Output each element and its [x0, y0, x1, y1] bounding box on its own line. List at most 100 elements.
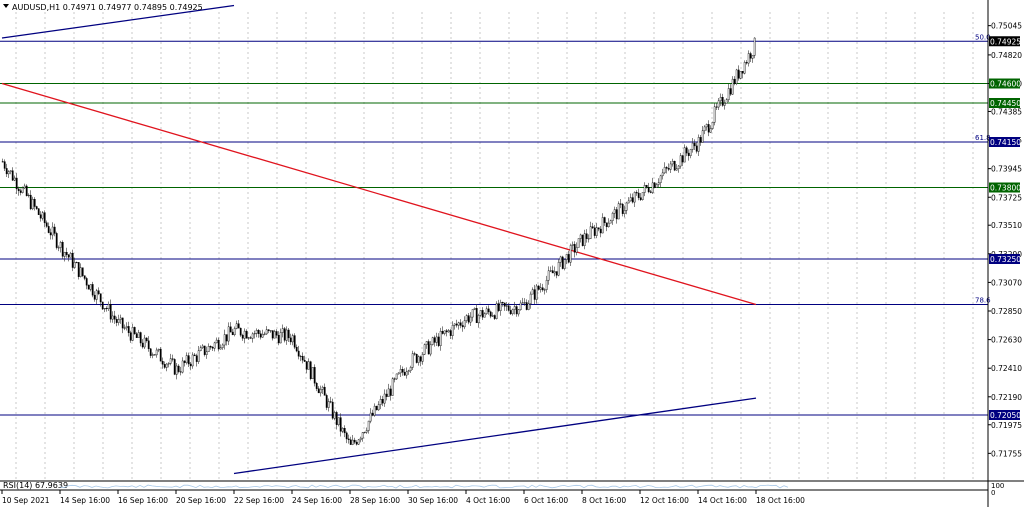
- candle-body: [405, 371, 408, 376]
- candle-body: [287, 329, 290, 339]
- candle-body: [71, 253, 74, 268]
- candle-body: [99, 293, 102, 303]
- candle-body: [415, 353, 418, 363]
- candle-body: [497, 303, 500, 311]
- candle-body: [573, 244, 576, 253]
- candle-body: [129, 332, 132, 341]
- candle-body: [283, 328, 286, 341]
- price-tag-label: 0.73800: [990, 184, 1021, 193]
- rsi-scale-bottom: 0: [991, 489, 995, 497]
- candle-body: [403, 371, 406, 376]
- candle-body: [53, 226, 56, 234]
- candle-body: [751, 55, 754, 59]
- candle-body: [249, 337, 252, 339]
- price-tag-label: 0.73250: [990, 255, 1021, 264]
- candle-body: [169, 358, 172, 364]
- candle-body: [379, 399, 382, 405]
- candle-body: [291, 335, 294, 343]
- candle-body: [289, 337, 292, 343]
- candle-body: [35, 206, 38, 209]
- x-tick-label: 24 Sep 16:00: [292, 496, 342, 505]
- candle-body: [741, 71, 744, 74]
- candle-body: [541, 287, 544, 291]
- candle-body: [133, 327, 136, 334]
- candle-body: [527, 303, 530, 310]
- candle-body: [87, 284, 90, 290]
- rsi-panel[interactable]: RSI(14) 67.9639 100 0: [3, 481, 1004, 497]
- candle-body: [671, 160, 674, 165]
- candle-body: [79, 267, 82, 277]
- candle-body: [77, 262, 80, 277]
- candle-body: [509, 310, 512, 315]
- candle-body: [3, 161, 6, 169]
- candle-body: [5, 168, 8, 175]
- candle-body: [193, 354, 196, 356]
- candle-body: [389, 388, 392, 396]
- candle-body: [23, 185, 26, 189]
- candle-body: [559, 256, 562, 263]
- candle-body: [361, 432, 364, 439]
- candle-body: [123, 327, 126, 329]
- candle-body: [447, 330, 450, 333]
- candle-body: [253, 333, 256, 335]
- candle-body: [61, 242, 64, 257]
- candle-body: [51, 226, 54, 236]
- candle-body: [195, 355, 198, 362]
- price-tag-label: 0.72050: [990, 411, 1021, 420]
- candle-body: [501, 302, 504, 304]
- candle-body: [521, 302, 524, 304]
- candle-body: [125, 326, 128, 329]
- candle-body: [269, 330, 272, 332]
- collapse-arrow-icon[interactable]: [3, 4, 9, 8]
- grid: [15, 12, 974, 480]
- x-tick-label: 18 Oct 16:00: [756, 496, 805, 505]
- candle-body: [443, 330, 446, 334]
- candle-body: [119, 317, 122, 320]
- y-tick-label: 0.72850: [991, 307, 1022, 316]
- candle-body: [665, 167, 668, 169]
- candle-body: [103, 308, 106, 310]
- candle-body: [369, 412, 372, 422]
- candle-body: [399, 369, 402, 374]
- candle-body: [255, 330, 258, 334]
- candle-body: [279, 332, 282, 344]
- candle-body: [147, 340, 150, 350]
- candle-body: [589, 226, 592, 239]
- candle-body: [483, 313, 486, 318]
- candle-body: [487, 308, 490, 313]
- candle-body: [33, 199, 36, 207]
- candle-body: [719, 97, 722, 102]
- trendline: [1, 4, 235, 39]
- candle-body: [645, 185, 648, 188]
- candle-body: [205, 351, 208, 355]
- candle-body: [363, 431, 366, 433]
- horizontal-levels[interactable]: 50.0 61.8 78.6: [0, 33, 991, 416]
- symbol-header: AUDUSD,H1 0.74971 0.74977 0.74895 0.7492…: [12, 3, 203, 12]
- candle-body: [189, 363, 192, 367]
- candle-body: [39, 214, 42, 219]
- candle-body: [581, 234, 584, 246]
- candle-body: [393, 378, 396, 380]
- candle-body: [161, 361, 164, 365]
- candle-body: [639, 197, 642, 200]
- price-tag: [989, 78, 1020, 89]
- candle-body: [21, 187, 24, 193]
- candle-body: [115, 319, 118, 323]
- trendlines[interactable]: [1, 4, 757, 475]
- candle-body: [331, 401, 334, 419]
- candle-body: [305, 361, 308, 370]
- price-tag-label: 0.74150: [990, 138, 1021, 147]
- candle-body: [155, 349, 158, 356]
- candle-body: [95, 290, 98, 300]
- candle-body: [585, 233, 588, 239]
- candle-body: [315, 382, 318, 389]
- time-axis: 10 Sep 2021 14 Sep 16:00 16 Sep 16:00 20 Se…: [1, 490, 805, 505]
- candle-body: [685, 147, 688, 154]
- candle-body: [307, 361, 310, 370]
- candle-body: [547, 270, 550, 281]
- candle-body: [149, 348, 152, 356]
- rsi-scale-top: 100: [991, 482, 1004, 490]
- candle-body: [627, 200, 630, 204]
